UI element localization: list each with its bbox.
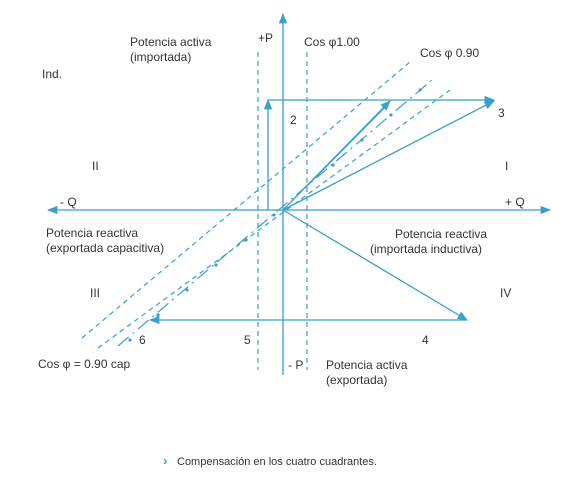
reference-lines: [81, 52, 451, 370]
label: + Q: [505, 195, 525, 209]
label: - Q: [60, 195, 77, 209]
label: 4: [422, 333, 429, 347]
labels: Potencia activa (importada) +P Cos φ1.00…: [38, 31, 525, 387]
vectors: [148, 95, 496, 325]
label: 5: [244, 333, 251, 347]
label: +P: [258, 31, 273, 45]
axes: [46, 12, 552, 375]
caption: › Compensación en los cuatro cuadrantes.: [163, 453, 377, 468]
label: Potencia activa: [130, 35, 212, 49]
dashed-line: [97, 89, 451, 349]
dash-dot-line: [117, 79, 433, 347]
label: - P: [288, 358, 303, 372]
label: Potencia reactiva: [46, 226, 138, 240]
dot: [214, 263, 218, 267]
label: II: [92, 159, 99, 173]
dot: [272, 213, 276, 217]
label: III: [90, 286, 100, 300]
dot: [244, 238, 248, 242]
label: Cos φ 0.90: [420, 46, 479, 60]
caption-marker: ›: [163, 453, 167, 468]
label: (importada): [130, 50, 191, 64]
vector: [282, 100, 495, 211]
label: Cos φ = 0.90 cap: [38, 357, 130, 371]
dot: [389, 113, 393, 117]
label: Ind.: [42, 67, 62, 81]
label: 2: [290, 113, 297, 127]
label: Cos φ1.00: [304, 35, 360, 49]
dot: [185, 288, 189, 292]
dot: [331, 163, 335, 167]
vector: [282, 209, 468, 321]
dot: [418, 88, 422, 92]
caption-text: Compensación en los cuatro cuadrantes.: [177, 456, 377, 468]
label: (importada inductiva): [370, 242, 482, 256]
dot: [156, 313, 160, 317]
label: Potencia reactiva: [395, 227, 487, 241]
label: 3: [498, 106, 505, 120]
label: I: [505, 159, 508, 173]
dot: [128, 338, 132, 342]
dashed-line: [81, 61, 411, 339]
label: 6: [139, 333, 146, 347]
label: IV: [500, 286, 511, 300]
dot: [360, 138, 364, 142]
label: (exportada): [326, 373, 387, 387]
vector: [304, 103, 389, 189]
label: Potencia activa: [326, 358, 408, 372]
label: (exportada capacitiva): [46, 241, 164, 255]
